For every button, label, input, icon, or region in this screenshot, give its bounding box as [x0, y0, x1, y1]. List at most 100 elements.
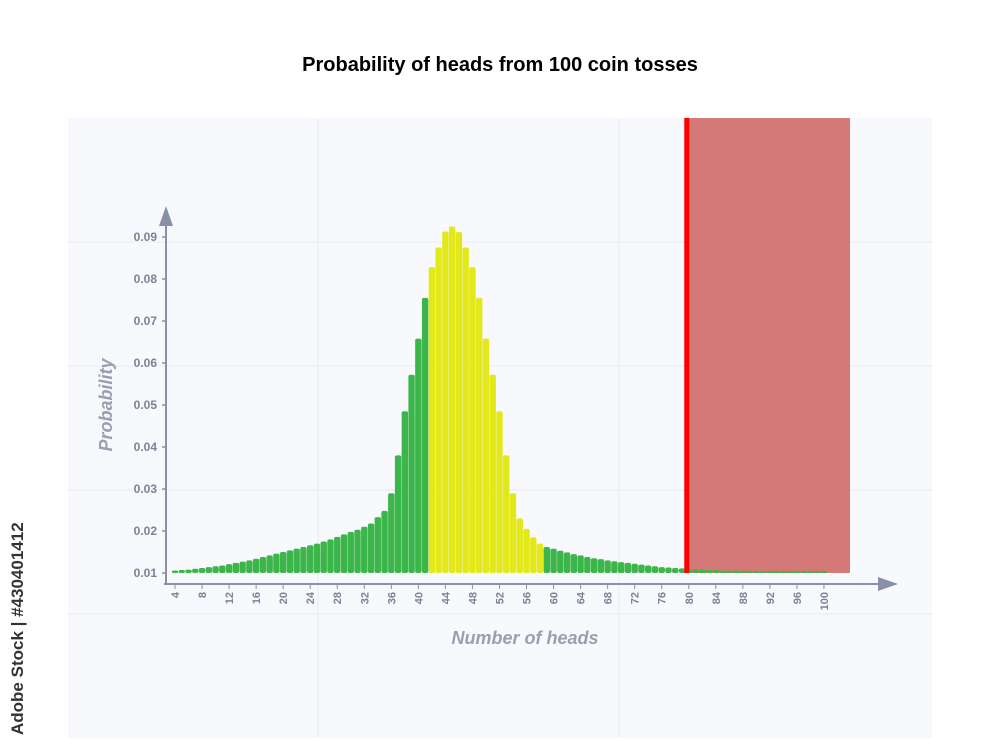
x-tick-label: 96 — [792, 592, 804, 604]
bar — [786, 570, 794, 573]
x-tick-label: 44 — [440, 591, 452, 604]
bar-highlighted — [428, 267, 436, 573]
bar — [246, 560, 253, 573]
bar — [347, 531, 354, 573]
y-axis-arrow — [159, 206, 173, 226]
bar — [726, 570, 733, 573]
x-tick-label: 4 — [170, 591, 182, 598]
bar — [692, 569, 699, 573]
bar-highlighted — [516, 518, 523, 573]
bar — [550, 548, 557, 573]
rejection-region-layer — [685, 118, 850, 573]
bar-highlighted — [523, 528, 530, 573]
bar — [577, 555, 584, 573]
y-axis-title: Probability — [96, 358, 116, 452]
x-tick-label: 68 — [603, 592, 615, 604]
x-tick-label: 40 — [413, 592, 425, 604]
bar — [678, 568, 686, 573]
bar — [719, 570, 726, 573]
bar — [185, 569, 192, 573]
bar — [712, 570, 719, 573]
bar-highlighted — [536, 543, 544, 573]
x-tick-label: 48 — [467, 592, 479, 604]
bar-highlighted — [442, 231, 449, 574]
bar — [570, 554, 578, 573]
bar — [354, 529, 361, 573]
bar — [198, 567, 206, 573]
bar — [300, 546, 307, 573]
x-tick-label: 64 — [576, 591, 588, 604]
y-tick-label: 0.06 — [134, 356, 158, 370]
bar — [543, 546, 550, 573]
bar — [178, 570, 185, 573]
bar — [408, 374, 415, 573]
x-tick-label: 84 — [711, 591, 723, 604]
bar — [820, 570, 828, 573]
x-tick-label: 52 — [494, 592, 506, 604]
bar — [658, 567, 665, 573]
x-tick-label: 80 — [684, 592, 696, 604]
bar — [415, 338, 422, 573]
bar — [604, 560, 611, 573]
bar — [239, 561, 246, 573]
bar — [327, 539, 334, 573]
bar — [645, 565, 652, 573]
bar — [590, 558, 598, 573]
bar — [705, 570, 713, 573]
bars — [171, 118, 828, 574]
bar — [225, 564, 233, 573]
bar — [766, 570, 774, 573]
x-tick-label: 8 — [197, 592, 209, 598]
chart-title: Probability of heads from 100 coin tosse… — [302, 54, 698, 76]
bar — [266, 555, 273, 573]
x-tick-label: 24 — [305, 591, 317, 604]
bar — [638, 564, 645, 573]
watermark-text: Adobe Stock | #430401412 — [8, 522, 27, 735]
bar — [367, 523, 375, 573]
bar — [212, 566, 219, 573]
rejection-region — [685, 118, 850, 573]
bar-highlighted — [503, 455, 510, 573]
bar — [313, 543, 321, 573]
threshold-line — [684, 118, 690, 573]
y-tick-label: 0.08 — [134, 272, 158, 286]
bar — [739, 570, 747, 573]
bar-highlighted — [509, 493, 517, 573]
bar — [611, 561, 618, 573]
bar — [773, 570, 780, 573]
bar — [597, 559, 605, 573]
bar — [232, 562, 240, 573]
x-tick-label: 12 — [224, 592, 236, 604]
x-tick-label: 92 — [765, 592, 777, 604]
bar-highlighted — [455, 231, 463, 573]
x-tick-label: 76 — [657, 592, 669, 604]
bar-highlighted — [476, 297, 483, 573]
x-tick-label: 72 — [630, 592, 642, 604]
bar-highlighted — [469, 267, 476, 573]
bar — [617, 562, 625, 573]
bar — [584, 557, 591, 573]
bar — [732, 570, 740, 573]
axes — [159, 206, 898, 591]
x-axis-title: Number of heads — [451, 628, 598, 648]
x-axis-arrow — [878, 577, 898, 591]
bar — [307, 545, 314, 573]
x-tick-label: 36 — [386, 592, 398, 604]
bar — [793, 570, 801, 573]
bar — [361, 526, 368, 573]
bar — [192, 568, 199, 573]
x-tick-label: 16 — [251, 592, 263, 604]
bar — [279, 552, 287, 573]
bar — [293, 548, 300, 573]
bar — [320, 541, 327, 573]
bar — [651, 566, 659, 573]
bar-highlighted — [530, 537, 537, 573]
bar — [557, 550, 564, 573]
bar — [273, 553, 280, 573]
bar — [563, 552, 571, 573]
bar — [421, 297, 429, 573]
bar — [394, 455, 402, 573]
bar-highlighted — [496, 411, 503, 573]
x-tick-label: 20 — [278, 592, 290, 604]
